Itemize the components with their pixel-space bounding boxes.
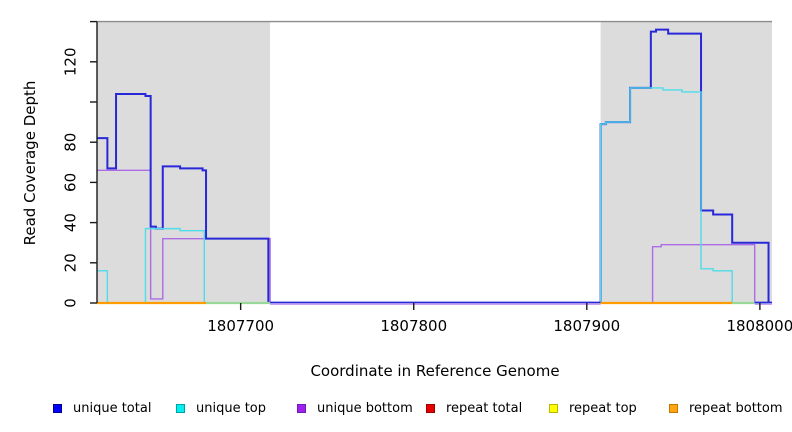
y-tick-label: 80 xyxy=(62,133,80,152)
series-unique-top-right xyxy=(599,87,769,304)
y-tick-label: 40 xyxy=(62,213,80,232)
legend-label: unique total xyxy=(73,400,152,416)
legend-label: unique top xyxy=(196,400,267,416)
legend-item-repeat-bottom: repeat bottom xyxy=(669,399,783,417)
legend-item-repeat-top: repeat top xyxy=(549,399,637,417)
shaded-region xyxy=(600,21,772,303)
y-tick-label: 120 xyxy=(62,47,80,76)
legend-item-repeat-total: repeat total xyxy=(426,399,522,417)
legend-label: repeat bottom xyxy=(689,400,783,416)
legend-swatch-icon xyxy=(297,403,306,413)
y-tick-label: 20 xyxy=(62,253,80,272)
legend-item-unique-bottom: unique bottom xyxy=(297,399,413,417)
x-tick-label: 1807800 xyxy=(380,317,447,335)
x-tick-label: 1807900 xyxy=(553,317,620,335)
legend-swatch-icon xyxy=(549,403,558,413)
legend-swatch-icon xyxy=(669,403,678,413)
x-tick-label: 1807700 xyxy=(207,317,274,335)
legend-swatch-icon xyxy=(53,403,62,413)
legend-item-unique-top: unique top xyxy=(176,399,266,417)
series-unique-bottom-right xyxy=(651,244,756,303)
y-axis-title: Read Coverage Depth xyxy=(21,80,39,246)
x-tick-label: 1808000 xyxy=(726,317,792,335)
legend-swatch-icon xyxy=(176,403,185,413)
x-axis-title: Coordinate in Reference Genome xyxy=(310,362,560,380)
legend-swatch-icon xyxy=(426,403,435,413)
legend-item-unique-total: unique total xyxy=(53,399,151,417)
series-unique-top-left xyxy=(97,227,271,304)
shaded-region xyxy=(97,21,271,303)
legend-label: repeat total xyxy=(446,400,523,416)
y-tick-label: 60 xyxy=(62,173,80,192)
legend-label: repeat top xyxy=(569,400,637,416)
legend-label: unique bottom xyxy=(317,400,413,416)
legend: unique total unique top unique bottom repea… xyxy=(0,399,792,419)
y-tick-label: 0 xyxy=(62,298,80,308)
